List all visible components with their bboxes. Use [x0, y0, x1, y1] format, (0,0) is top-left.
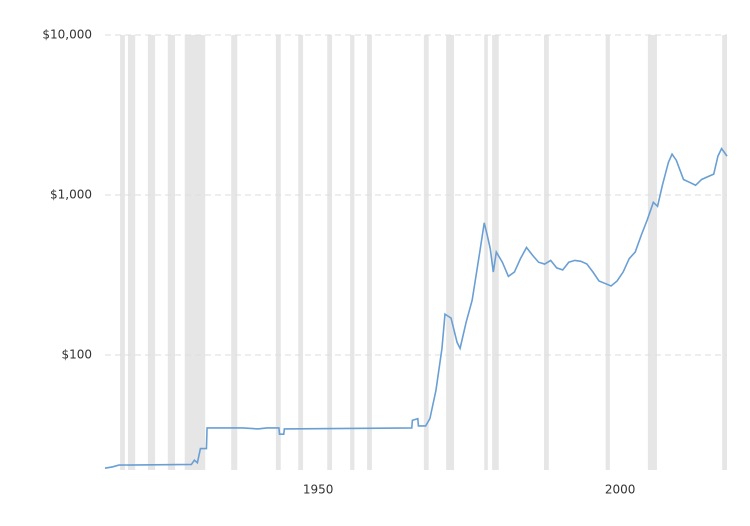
recession-band: [484, 35, 488, 470]
price-line: [104, 147, 728, 469]
recession-band: [231, 35, 238, 470]
recession-band: [120, 35, 125, 470]
x-tick-label: 2000: [605, 483, 636, 497]
recession-band: [275, 35, 281, 470]
recession-band: [298, 35, 304, 470]
recession-band: [423, 35, 429, 470]
recession-band: [167, 35, 176, 470]
x-tick-label: 1950: [303, 483, 334, 497]
recession-band: [327, 35, 333, 470]
y-tick-label: $10,000: [42, 28, 92, 42]
recession-band: [127, 35, 136, 470]
recession-band: [647, 35, 657, 470]
recession-band: [605, 35, 610, 470]
recession-band: [722, 35, 727, 470]
recession-band: [492, 35, 499, 470]
recession-band: [367, 35, 372, 470]
y-tick-label: $100: [61, 347, 92, 361]
recession-band: [544, 35, 549, 470]
recession-band: [446, 35, 455, 470]
recession-band: [184, 35, 206, 470]
y-tick-label: $1,000: [50, 187, 92, 201]
recession-band: [350, 35, 355, 470]
recession-band: [147, 35, 156, 470]
